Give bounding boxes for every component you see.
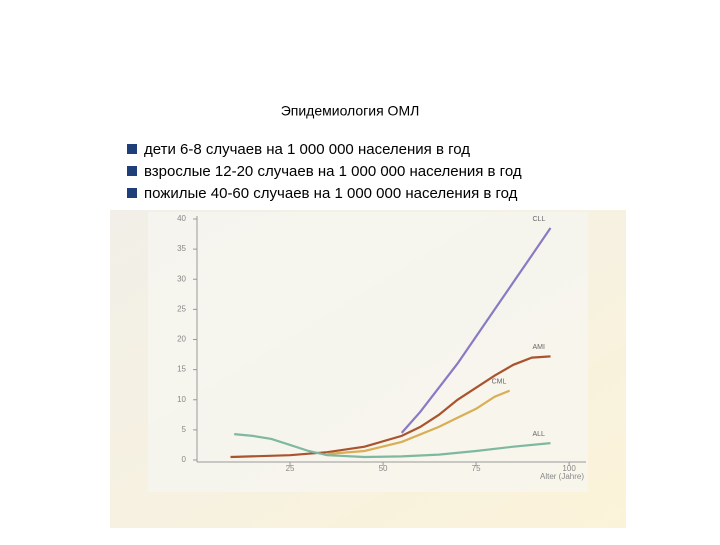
y-tick-label: 5 [182, 425, 187, 434]
y-tick-label: 15 [177, 365, 186, 374]
series-label: ALL [533, 431, 546, 438]
y-tick-label: 10 [177, 395, 186, 404]
series-label: CML [492, 379, 507, 386]
x-axis-label: Alter (Jahre) [540, 472, 584, 481]
bullet-text: взрослые 12-20 случаев на 1 000 000 насе… [144, 163, 522, 180]
y-tick-label: 30 [177, 274, 186, 283]
x-tick-label: 75 [472, 464, 481, 473]
series-label: AMI [533, 344, 546, 351]
x-tick-label: 25 [286, 464, 295, 473]
series-line [230, 355, 551, 459]
y-tick-label: 25 [177, 304, 186, 313]
series-label: CLL [533, 216, 546, 223]
bullet-marker [127, 188, 137, 198]
x-tick-label: 100 [562, 464, 576, 473]
x-tick-label: 50 [379, 464, 388, 473]
series-line [400, 227, 552, 434]
bullet-text: дети 6-8 случаев на 1 000 000 населения … [144, 141, 470, 158]
y-tick-label: 20 [177, 335, 186, 344]
bullet-marker [127, 166, 137, 176]
y-tick-label: 40 [177, 214, 186, 223]
series-line [234, 433, 551, 459]
bullet-text: пожилые 40-60 случаев на 1 000 000 насел… [144, 185, 518, 202]
bullet-list: дети 6-8 случаев на 1 000 000 населения … [127, 141, 522, 202]
y-tick-label: 35 [177, 244, 186, 253]
bullet-marker [127, 144, 137, 154]
series-line [327, 389, 511, 456]
y-tick-label: 0 [182, 455, 187, 464]
title: Эпидемиология ОМЛ [281, 103, 420, 119]
